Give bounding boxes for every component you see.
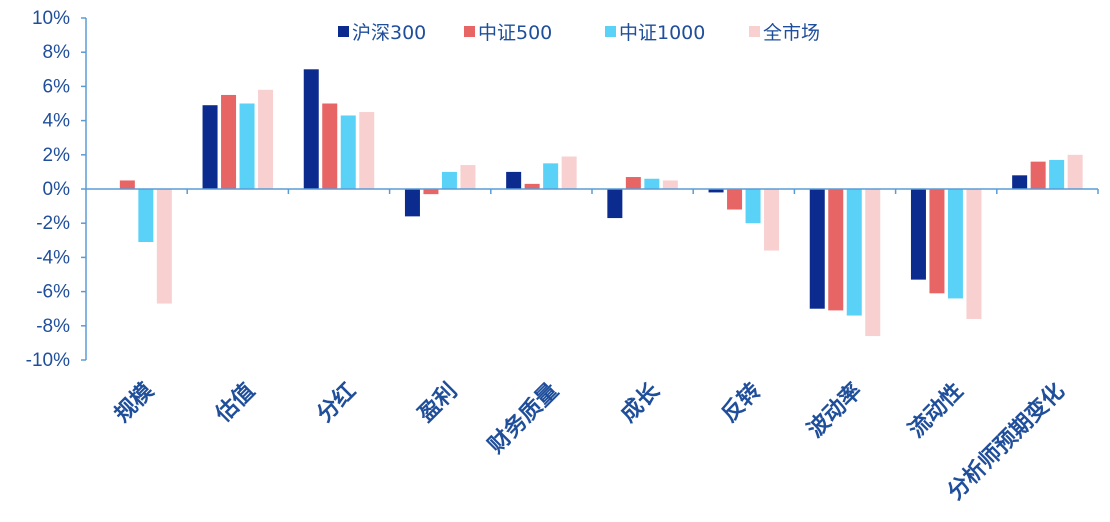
x-category-label: 成长	[616, 378, 665, 427]
bar-3-series-3	[340, 115, 356, 189]
y-tick-labels: 10% 8% 6% 4% 2% 0% -2% -4% -6% -8% -10%	[26, 8, 70, 371]
y-tick-label: -2%	[36, 213, 70, 234]
bar-10-series-3	[1049, 159, 1065, 189]
y-tick-label: -8%	[36, 316, 70, 337]
bar-2-series-2	[221, 94, 237, 189]
bar-10-series-1	[1012, 175, 1028, 189]
bar-9-series-2	[929, 189, 945, 294]
bar-4-series-1	[404, 189, 420, 217]
bar-7-series-2	[727, 189, 743, 210]
x-category-label: 波动率	[802, 378, 867, 443]
bar-4-series-4	[460, 165, 476, 189]
bar-4-series-3	[441, 171, 457, 189]
legend-swatch	[464, 26, 475, 37]
bar-1-series-4	[156, 189, 172, 304]
bar-7-series-1	[708, 189, 724, 193]
legend-label: 中证500	[478, 22, 552, 44]
bar-10-series-2	[1030, 161, 1046, 189]
y-tick-label: 6%	[43, 76, 71, 97]
y-tick-label: 4%	[43, 111, 71, 132]
bar-3-series-2	[322, 103, 338, 189]
bar-7-series-3	[745, 189, 761, 224]
bar-2-series-4	[258, 89, 274, 189]
legend-swatch	[605, 26, 616, 37]
legend: 沪深300 中证500 中证1000 全市场	[338, 22, 820, 44]
bar-8-series-2	[828, 189, 844, 311]
legend-swatch	[749, 26, 760, 37]
x-category-label: 盈利	[413, 379, 463, 429]
bar-9-series-4	[966, 189, 982, 319]
x-category-label: 规模	[110, 378, 159, 427]
bar-4-series-2	[423, 189, 439, 195]
bar-5-series-4	[561, 156, 577, 189]
bar-2-series-1	[202, 105, 218, 189]
x-category-label: 分红	[312, 378, 362, 428]
x-category-label: 财务质量	[484, 379, 564, 459]
legend-label: 全市场	[763, 22, 820, 44]
bar-6-series-2	[625, 177, 641, 189]
bar-8-series-4	[865, 189, 881, 337]
bar-9-series-3	[947, 189, 963, 299]
bar-6-series-1	[607, 189, 623, 219]
bar-2-series-3	[239, 103, 255, 189]
bar-7-series-4	[764, 189, 780, 251]
y-tick-label: -6%	[36, 282, 70, 303]
bar-1-series-3	[138, 189, 154, 243]
legend-label: 沪深300	[352, 22, 426, 44]
x-category-label: 流动性	[903, 378, 968, 443]
y-tick-label: 10%	[32, 8, 70, 29]
legend-label: 中证1000	[619, 22, 705, 44]
legend-swatch	[338, 26, 349, 37]
y-tick-label: 2%	[43, 145, 71, 166]
bar-5-series-3	[543, 163, 559, 189]
bar-3-series-4	[359, 112, 375, 189]
y-tick-label: 0%	[43, 179, 71, 200]
bar-9-series-1	[910, 189, 926, 280]
y-tick-label: -10%	[26, 350, 70, 371]
bar-8-series-1	[809, 189, 825, 309]
x-category-label: 反转	[717, 378, 767, 428]
x-category-label: 估值	[210, 378, 260, 428]
bar-10-series-4	[1067, 154, 1083, 189]
bar-1-series-2	[119, 180, 135, 189]
bars-group	[119, 69, 1083, 337]
axes-group	[81, 17, 1099, 361]
y-tick-label: 8%	[43, 42, 71, 63]
bar-8-series-3	[846, 189, 862, 316]
bar-6-series-3	[644, 178, 660, 189]
bar-5-series-1	[506, 171, 522, 189]
bar-6-series-4	[662, 180, 678, 189]
bar-3-series-1	[303, 69, 319, 189]
bar-5-series-2	[524, 183, 540, 189]
y-tick-label: -4%	[36, 247, 70, 268]
